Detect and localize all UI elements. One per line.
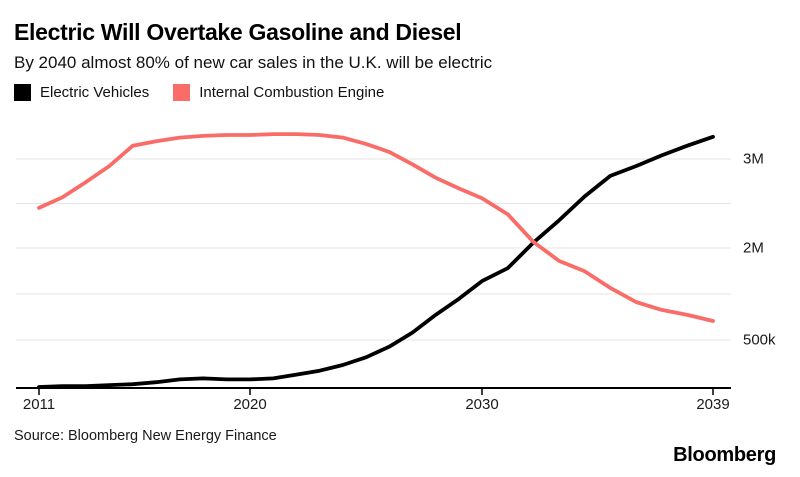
x-axis-tick-label: 2020 <box>233 396 267 413</box>
y-axis-tick-label: 500k <box>743 331 776 349</box>
x-axis-tick-label: 2039 <box>696 396 730 413</box>
bloomberg-logo: Bloomberg <box>673 444 776 466</box>
source-attribution: Source: Bloomberg New Energy Finance <box>14 428 277 444</box>
chart-title: Electric Will Overtake Gasoline and Dies… <box>14 19 462 45</box>
legend-item-electric-vehicles: Electric Vehicles <box>14 84 149 101</box>
y-axis-tick-label: 3M <box>743 150 764 168</box>
legend-swatch-red-icon <box>173 84 191 101</box>
legend-label: Internal Combustion Engine <box>199 84 385 101</box>
chart-subtitle: By 2040 almost 80% of new car sales in t… <box>14 53 493 72</box>
chart-legend: Electric Vehicles Internal Combustion En… <box>14 84 384 101</box>
legend-swatch-black-icon <box>14 84 31 101</box>
x-axis-tick-label: 2011 <box>22 396 56 413</box>
y-axis-tick-label: 2M <box>743 239 764 257</box>
legend-label: Electric Vehicles <box>40 84 150 101</box>
x-axis-tick-label: 2030 <box>465 396 499 413</box>
legend-item-internal-combustion: Internal Combustion Engine <box>173 84 384 101</box>
